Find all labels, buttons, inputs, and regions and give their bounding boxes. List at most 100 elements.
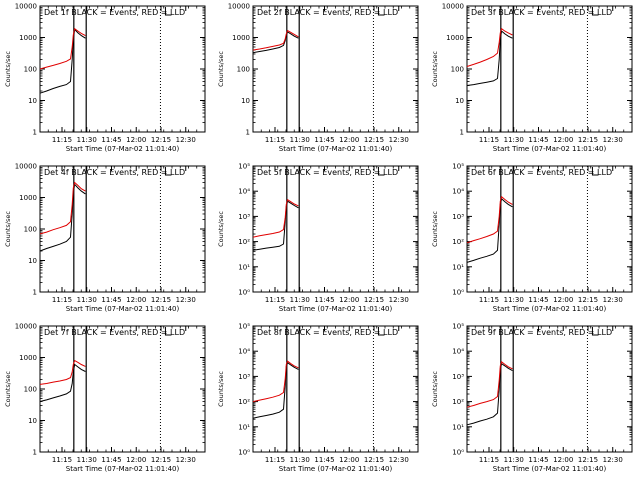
x-tick-label: 12:30 <box>389 136 409 144</box>
x-tick-label: 12:00 <box>339 136 359 144</box>
x-tick-label: 12:00 <box>553 136 573 144</box>
y-tick-label: 10² <box>238 398 250 406</box>
x-tick-label: 11:45 <box>528 136 548 144</box>
plot-frame <box>39 325 206 453</box>
y-tick-label: 100 <box>24 66 37 74</box>
x-tick-label: 12:30 <box>603 296 623 304</box>
x-tick-label: 11:30 <box>77 136 97 144</box>
x-tick-label: 11:30 <box>290 136 310 144</box>
y-axis-label: Counts/sec <box>4 371 12 407</box>
y-tick-label: 10 <box>455 97 464 105</box>
x-tick-label: 11:30 <box>77 456 97 464</box>
x-tick-label: 12:30 <box>389 296 409 304</box>
l-marker-glyph <box>591 7 599 16</box>
plot-frame <box>252 325 419 453</box>
y-tick-label: 10⁵ <box>238 323 250 331</box>
y-axis-label: Counts/sec <box>4 211 12 247</box>
y-tick-label: 10 <box>241 97 250 105</box>
plot-frame <box>466 165 633 293</box>
panel-det-9: Det 9f BLACK = Events, RED = LLD 10⁰ 10¹ 10… <box>431 323 633 473</box>
series-events-line <box>466 362 513 426</box>
panel-det-8: Det 8f BLACK = Events, RED = LLD 10⁰ 10¹ 10… <box>217 323 419 473</box>
x-axis-label: Start Time (07-Mar-02 11:01:40) <box>279 305 393 313</box>
y-axis-label: Counts/sec <box>431 371 439 407</box>
x-tick-label: 12:30 <box>176 456 196 464</box>
y-tick-label: 10000 <box>15 3 37 11</box>
y-tick-label: 10³ <box>452 373 464 381</box>
plot-frame <box>466 5 633 133</box>
y-axis-label: Counts/sec <box>431 51 439 87</box>
l-marker-glyph <box>591 167 599 176</box>
x-tick-label: 12:30 <box>603 456 623 464</box>
plot-frame <box>39 165 206 293</box>
x-axis-label: Start Time (07-Mar-02 11:01:40) <box>66 305 180 313</box>
y-tick-label: 10¹ <box>238 263 250 271</box>
y-tick-label: 1000 <box>19 194 37 202</box>
y-tick-label: 10⁰ <box>238 289 250 297</box>
y-tick-label: 10⁵ <box>238 163 250 171</box>
y-tick-label: 10³ <box>238 213 250 221</box>
l-marker-glyph <box>591 327 599 336</box>
x-tick-label: 11:45 <box>314 136 334 144</box>
y-tick-label: 100 <box>24 386 37 394</box>
series-lld-line <box>466 27 513 67</box>
y-tick-label: 1 <box>33 449 37 457</box>
x-axis-label: Start Time (07-Mar-02 11:01:40) <box>493 305 607 313</box>
x-tick-label: 12:15 <box>151 456 171 464</box>
series-events-line <box>252 361 299 419</box>
y-tick-label: 10¹ <box>452 423 464 431</box>
x-tick-label: 12:00 <box>339 456 359 464</box>
series-events-line <box>466 30 513 86</box>
y-tick-label: 10⁴ <box>452 188 464 196</box>
series-events-line <box>466 197 513 263</box>
series-lld-line <box>466 195 513 244</box>
x-tick-label: 11:45 <box>528 296 548 304</box>
panel-det-6: Det 6f BLACK = Events, RED = LLD 10⁰ 10¹ 10… <box>431 163 633 313</box>
series-lld-line <box>252 29 299 51</box>
y-tick-label: 10⁴ <box>238 348 250 356</box>
x-tick-label: 12:15 <box>364 296 384 304</box>
series-events-line <box>39 183 86 252</box>
y-tick-label: 10² <box>452 238 464 246</box>
x-tick-label: 11:30 <box>504 136 524 144</box>
panel-title: Det 1f BLACK = Events, RED = LLD <box>44 8 185 17</box>
x-tick-label: 11:15 <box>52 296 72 304</box>
y-tick-label: 10 <box>28 97 37 105</box>
series-events-line <box>39 28 86 94</box>
series-events-line <box>252 31 299 54</box>
y-tick-label: 10⁰ <box>452 289 464 297</box>
y-tick-label: 100 <box>451 66 464 74</box>
x-tick-label: 12:15 <box>578 296 598 304</box>
y-axis-label: Counts/sec <box>217 51 225 87</box>
x-tick-label: 12:00 <box>126 136 146 144</box>
x-tick-label: 12:30 <box>389 456 409 464</box>
panel-title: Det 3f BLACK = Events, RED = LLD <box>471 8 612 17</box>
x-tick-label: 12:30 <box>603 136 623 144</box>
y-tick-label: 100 <box>237 66 250 74</box>
plot-frame <box>39 5 206 133</box>
panel-title: Det 2f BLACK = Events, RED = LLD <box>257 8 398 17</box>
panel-det-3: Det 3f BLACK = Events, RED = LLD 1 10 100 10… <box>431 3 633 153</box>
panel-title: Det 4f BLACK = Events, RED = LLD <box>44 168 185 177</box>
panel-det-7: Det 7f BLACK = Events, RED = LLD 1 10 100 10… <box>4 323 206 473</box>
y-tick-label: 10³ <box>452 213 464 221</box>
x-tick-label: 12:15 <box>578 136 598 144</box>
series-events-line <box>39 363 86 402</box>
l-marker-glyph <box>164 167 172 176</box>
x-tick-label: 12:00 <box>126 456 146 464</box>
x-tick-label: 11:15 <box>265 456 285 464</box>
y-axis-label: Counts/sec <box>4 51 12 87</box>
x-tick-label: 12:15 <box>364 456 384 464</box>
y-tick-label: 10⁴ <box>238 188 250 196</box>
series-lld-line <box>466 360 513 408</box>
y-tick-label: 1000 <box>232 34 250 42</box>
series-lld-line <box>39 359 86 385</box>
series-lld-line <box>252 360 299 403</box>
y-tick-label: 1 <box>33 289 37 297</box>
x-tick-label: 11:45 <box>528 456 548 464</box>
x-tick-label: 11:15 <box>52 456 72 464</box>
x-tick-label: 11:15 <box>52 136 72 144</box>
x-tick-label: 12:15 <box>364 136 384 144</box>
x-tick-label: 11:45 <box>101 296 121 304</box>
x-axis-label: Start Time (07-Mar-02 11:01:40) <box>279 145 393 153</box>
